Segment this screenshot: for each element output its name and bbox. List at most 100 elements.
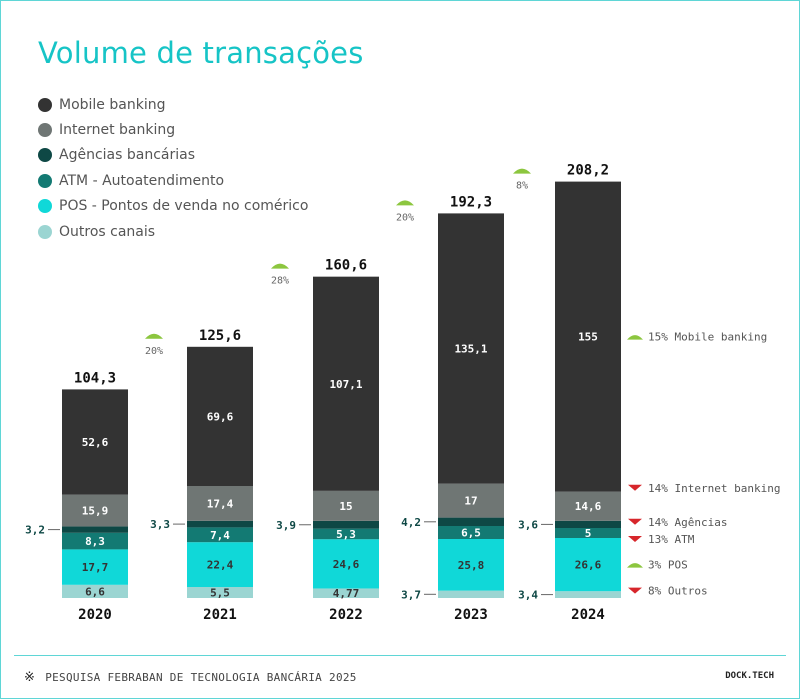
growth-label: 20% (145, 346, 163, 357)
data-label: 26,6 (575, 559, 602, 572)
total-label: 104,3 (74, 370, 116, 386)
bar-segment (438, 517, 504, 526)
outside-data-label: 3,9 (276, 519, 296, 532)
legend-item-internet: Internet banking (38, 117, 308, 142)
bar-segment (555, 528, 621, 538)
data-label: 107,1 (329, 378, 362, 391)
bar-segment (438, 213, 504, 484)
bar-segment (62, 526, 128, 533)
bar-segment (438, 590, 504, 598)
legend-label: ATM - Autoatendimento (59, 172, 225, 189)
data-label: 17,7 (82, 561, 109, 574)
bar-segment (187, 587, 253, 598)
growth-up-arrow-icon (513, 168, 531, 174)
growth-up-arrow-icon (396, 200, 414, 206)
bar-segment (313, 276, 379, 491)
x-tick-label: 2021 (203, 607, 237, 623)
annotation-label: 14% Internet banking (648, 482, 780, 495)
total-label: 125,6 (199, 328, 241, 344)
legend: Mobile banking Internet banking Agências… (38, 92, 308, 244)
data-label: 4,77 (333, 587, 360, 600)
data-label: 5 (585, 527, 592, 540)
legend-item-atm: ATM - Autoatendimento (38, 168, 308, 193)
bar-segment (187, 486, 253, 521)
data-label: 6,6 (85, 585, 105, 598)
legend-swatch (38, 224, 52, 239)
outside-data-label: 3,3 (150, 518, 170, 531)
legend-label: Agências bancárias (59, 147, 195, 164)
legend-swatch (38, 97, 52, 112)
legend-swatch (38, 199, 52, 214)
legend-label: Outros canais (59, 223, 156, 240)
bar-segment (438, 526, 504, 539)
annotation-label: 14% Agências (648, 516, 727, 529)
legend-item-outros: Outros canais (38, 219, 308, 244)
data-label: 135,1 (454, 343, 487, 356)
legend-item-agencias: Agências bancárias (38, 143, 308, 168)
footer-brand: DOCK.TECH (725, 671, 774, 681)
bar-segment (555, 491, 621, 521)
bar-segment (555, 591, 621, 598)
bar-segment (555, 538, 621, 592)
bar-segment (438, 483, 504, 518)
growth-label: 8% (516, 181, 528, 192)
bar-segment (313, 528, 379, 540)
footer-source-text: PESQUISA FEBRABAN DE TECNOLOGIA BANCÁRIA… (45, 671, 357, 684)
total-label: 192,3 (450, 194, 492, 210)
bar-segment (555, 181, 621, 492)
data-label: 6,5 (461, 527, 481, 540)
data-label: 8,3 (85, 535, 105, 548)
data-label: 25,8 (458, 559, 485, 572)
growth-up-arrow-icon (145, 333, 163, 339)
data-label: 52,6 (82, 436, 109, 449)
legend-label: Mobile banking (59, 96, 166, 113)
outside-data-label: 3,6 (518, 518, 538, 531)
outside-data-label: 3,2 (25, 524, 45, 537)
x-tick-label: 2020 (78, 607, 112, 623)
bar-segment (187, 346, 253, 486)
legend-item-mobile: Mobile banking (38, 92, 308, 117)
x-tick-label: 2023 (454, 607, 488, 623)
legend-swatch (38, 173, 52, 188)
outside-data-label: 3,7 (401, 588, 421, 601)
data-label: 5,5 (210, 587, 230, 600)
data-label: 17 (464, 495, 477, 508)
trend-down-icon (628, 536, 642, 542)
footer-source: ※ PESQUISA FEBRABAN DE TECNOLOGIA BANCÁRI… (24, 670, 357, 685)
bar-segment (62, 389, 128, 495)
bar-segment (62, 494, 128, 527)
bar-segment (438, 539, 504, 591)
legend-swatch (38, 123, 52, 138)
bar-segment (313, 539, 379, 589)
data-label: 155 (578, 331, 598, 344)
bar-segment (62, 532, 128, 550)
bar-segment (187, 520, 253, 528)
bar-segment (187, 527, 253, 543)
data-label: 7,4 (210, 529, 230, 542)
total-label: 208,2 (567, 163, 609, 179)
annotation-label: 8% Outros (648, 585, 708, 598)
annotation-label: 3% POS (648, 559, 688, 572)
bar-segment (313, 588, 379, 598)
x-tick-label: 2022 (329, 607, 363, 623)
legend-label: Internet banking (59, 122, 176, 139)
data-label: 22,4 (207, 559, 234, 572)
growth-up-arrow-icon (271, 263, 289, 269)
bar-segment (187, 542, 253, 587)
chart-title: Volume de transações (38, 36, 364, 70)
legend-swatch (38, 148, 52, 163)
data-label: 17,4 (207, 497, 234, 510)
asterisk-icon: ※ (24, 670, 36, 685)
data-label: 24,6 (333, 558, 360, 571)
annotation-label: 15% Mobile banking (648, 331, 767, 344)
trend-up-icon (627, 335, 643, 340)
legend-item-pos: POS - Pontos de venda no comérico (38, 194, 308, 219)
growth-label: 20% (396, 212, 414, 223)
bar-segment (313, 520, 379, 529)
legend-label: POS - Pontos de venda no comérico (59, 198, 309, 215)
data-label: 15 (339, 500, 352, 513)
trend-down-icon (628, 484, 642, 491)
bar-segment (62, 584, 128, 598)
bar-segment (313, 490, 379, 521)
outside-data-label: 4,2 (401, 516, 421, 529)
